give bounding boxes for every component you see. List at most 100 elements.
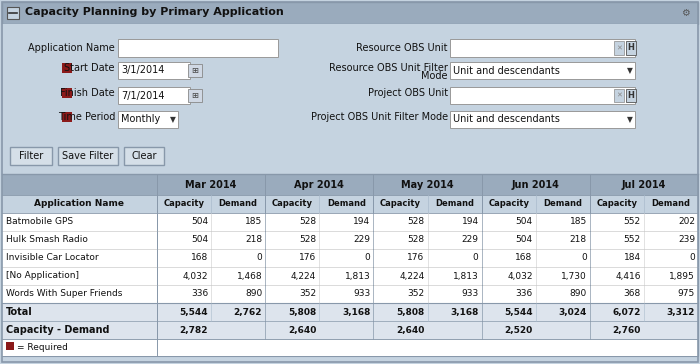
Bar (2, 321, 698, 339)
Text: 3/1/2014: 3/1/2014 (121, 66, 164, 75)
Text: Batmobile GPS: Batmobile GPS (6, 218, 73, 226)
Text: Demand: Demand (218, 199, 258, 209)
Bar (614, 89, 624, 102)
Bar (6, 342, 14, 350)
Text: 528: 528 (299, 236, 316, 245)
Bar (124, 147, 164, 165)
Bar (7, 7, 19, 19)
Text: 229: 229 (461, 236, 479, 245)
Text: 5,808: 5,808 (396, 308, 424, 317)
Text: 0: 0 (365, 253, 370, 262)
Text: Monthly: Monthly (121, 115, 160, 124)
Text: Application Name: Application Name (34, 199, 125, 209)
Text: 2,640: 2,640 (396, 325, 424, 335)
Bar (188, 89, 202, 102)
Text: Project OBS Unit Filter Mode: Project OBS Unit Filter Mode (311, 112, 448, 122)
Text: 176: 176 (407, 253, 424, 262)
Bar (450, 62, 635, 79)
Bar (450, 111, 635, 128)
Text: Capacity - Demand: Capacity - Demand (6, 325, 109, 335)
Bar (2, 339, 698, 356)
Bar (62, 112, 72, 122)
Text: 368: 368 (624, 289, 641, 298)
Text: Clear: Clear (132, 151, 157, 161)
Text: 975: 975 (678, 289, 695, 298)
Text: 552: 552 (624, 236, 641, 245)
Text: 3,312: 3,312 (666, 308, 695, 317)
Text: Start Date: Start Date (64, 63, 115, 73)
Text: ⊞: ⊞ (192, 91, 199, 100)
Bar (62, 88, 72, 98)
Bar (188, 64, 202, 77)
Text: Resource OBS Unit Filter: Resource OBS Unit Filter (329, 63, 448, 73)
Text: 0: 0 (581, 253, 587, 262)
Text: ▼: ▼ (627, 66, 633, 75)
Text: H: H (628, 44, 634, 52)
Text: 504: 504 (516, 236, 533, 245)
Bar (2, 175, 698, 356)
Text: Jul 2014: Jul 2014 (622, 180, 666, 190)
Text: Finish Date: Finish Date (60, 88, 115, 98)
Text: 528: 528 (299, 218, 316, 226)
Text: 1,730: 1,730 (561, 272, 587, 281)
Text: Invisible Car Locator: Invisible Car Locator (6, 253, 99, 262)
Text: H: H (628, 91, 634, 100)
Text: Resource OBS Unit: Resource OBS Unit (356, 43, 448, 53)
Text: 3,168: 3,168 (450, 308, 479, 317)
Text: 552: 552 (624, 218, 641, 226)
Text: 352: 352 (407, 289, 424, 298)
Bar (118, 39, 278, 57)
Text: 1,813: 1,813 (344, 272, 370, 281)
Bar (58, 147, 118, 165)
Text: 4,224: 4,224 (399, 272, 424, 281)
Text: 1,813: 1,813 (453, 272, 479, 281)
Text: 2,520: 2,520 (505, 325, 533, 335)
Text: 933: 933 (461, 289, 479, 298)
Text: 168: 168 (515, 253, 533, 262)
Text: Capacity Planning by Primary Application: Capacity Planning by Primary Application (25, 7, 284, 17)
Text: 4,032: 4,032 (183, 272, 208, 281)
Text: 890: 890 (245, 289, 262, 298)
Text: 528: 528 (407, 218, 424, 226)
Text: 2,762: 2,762 (234, 308, 262, 317)
Bar (10, 147, 52, 165)
Text: 218: 218 (245, 236, 262, 245)
Text: 3,168: 3,168 (342, 308, 370, 317)
Bar (626, 41, 636, 55)
Bar (450, 39, 635, 57)
Text: 336: 336 (191, 289, 208, 298)
Text: 176: 176 (299, 253, 316, 262)
Text: 6,072: 6,072 (612, 308, 641, 317)
Bar (118, 111, 178, 128)
Text: Mode: Mode (421, 71, 448, 81)
Bar (2, 2, 698, 24)
Text: 528: 528 (407, 236, 424, 245)
Text: Capacity: Capacity (272, 199, 313, 209)
Text: 352: 352 (299, 289, 316, 298)
Text: Apr 2014: Apr 2014 (295, 180, 344, 190)
Bar (118, 62, 190, 79)
Bar (2, 303, 698, 321)
Text: 185: 185 (570, 218, 587, 226)
Text: 504: 504 (191, 236, 208, 245)
Bar (450, 87, 635, 104)
Text: 218: 218 (570, 236, 587, 245)
Text: Save Filter: Save Filter (62, 151, 113, 161)
Text: Capacity: Capacity (380, 199, 421, 209)
Text: Demand: Demand (435, 199, 474, 209)
Text: Time Period: Time Period (57, 112, 115, 122)
Text: 504: 504 (191, 218, 208, 226)
Text: Demand: Demand (652, 199, 690, 209)
Text: 933: 933 (354, 289, 370, 298)
Bar (2, 285, 698, 303)
Text: 184: 184 (624, 253, 641, 262)
Bar (2, 213, 698, 231)
Text: 0: 0 (256, 253, 262, 262)
Text: 5,544: 5,544 (504, 308, 533, 317)
Text: Unit and descendants: Unit and descendants (453, 115, 560, 124)
Bar (62, 63, 72, 73)
Text: 2,760: 2,760 (612, 325, 641, 335)
Text: 194: 194 (461, 218, 479, 226)
Text: ⚙: ⚙ (680, 8, 690, 18)
Text: 1,468: 1,468 (237, 272, 262, 281)
